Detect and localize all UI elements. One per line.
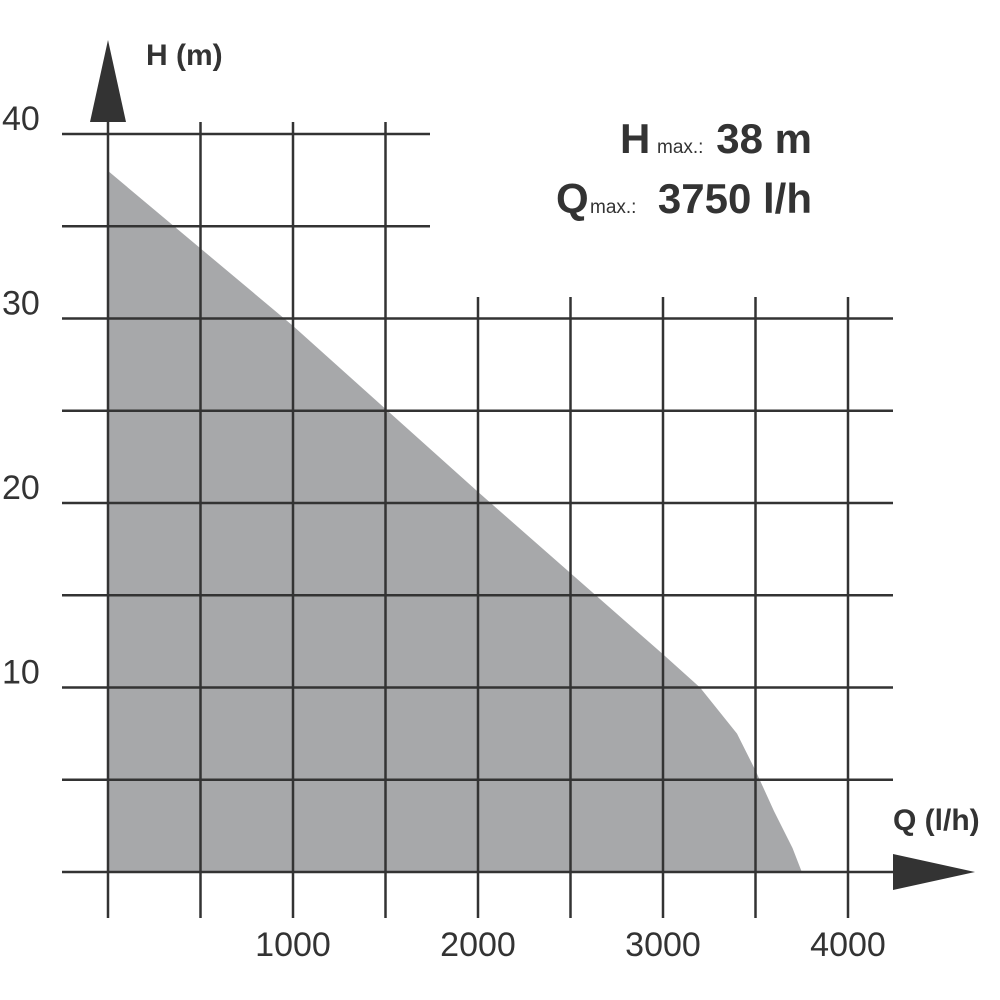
annotation-text: 38 m — [716, 115, 812, 162]
area — [108, 170, 802, 872]
x-axis-label: Q (l/h) — [893, 804, 980, 837]
x-tick-label: 4000 — [810, 926, 886, 964]
y-axis-arrow — [90, 40, 126, 122]
annotation-sub: max.: — [590, 197, 636, 218]
y-tick-label: 30 — [2, 285, 40, 323]
x-axis-arrow — [893, 854, 975, 890]
y-tick-label: 40 — [2, 100, 40, 138]
x-tick-label: 1000 — [255, 926, 331, 964]
annotation-symbol: H — [620, 115, 650, 162]
annotation-symbol: Q — [556, 175, 589, 222]
y-tick-label: 20 — [2, 469, 40, 507]
annotation: H max.: 38 m Q max.: 3750 l/h — [556, 115, 812, 222]
x-tick-label: 3000 — [625, 926, 701, 964]
annotation-sub: max.: — [657, 137, 703, 158]
x-tick-label: 2000 — [440, 926, 516, 964]
y-tick-label: 10 — [2, 654, 40, 692]
y-axis-label: H (m) — [146, 39, 223, 72]
annotation-text: 3750 l/h — [658, 175, 812, 222]
